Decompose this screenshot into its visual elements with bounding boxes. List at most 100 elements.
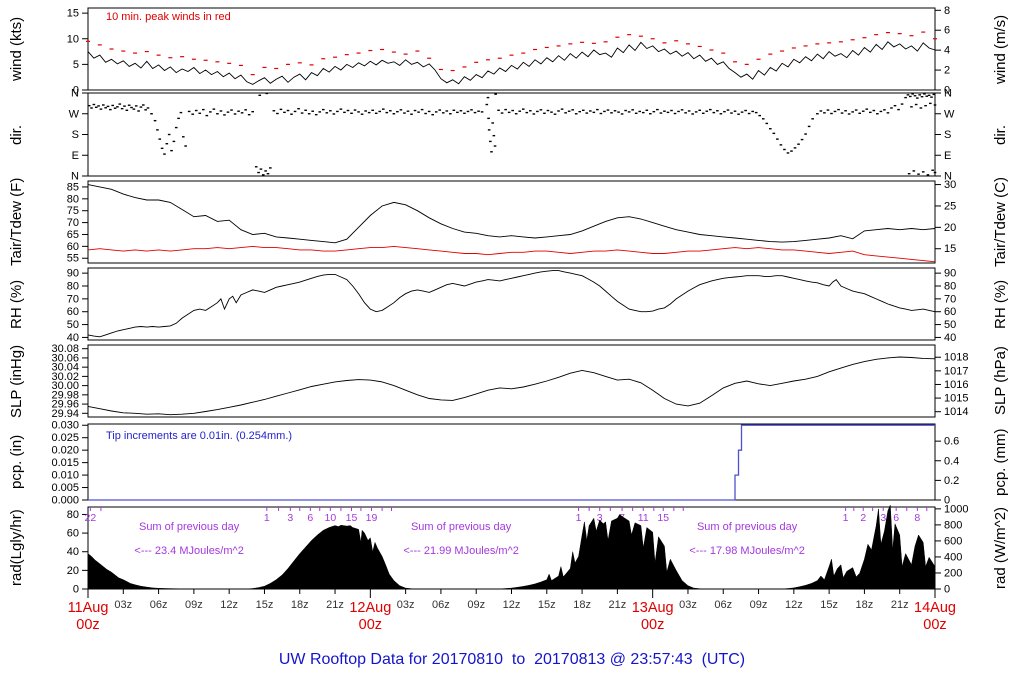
- precip-accumulation-line: [88, 424, 935, 501]
- rad-day-sum-tick-label: 6: [893, 512, 899, 524]
- wind-left-tick-label: 5: [73, 59, 79, 71]
- slp-left-tick-label: 29.94: [51, 408, 79, 420]
- temp-right-axis-title: Tair/Tdew (C): [992, 176, 1009, 267]
- hour-tick-label: 21z: [609, 599, 627, 611]
- rad-right-tick-label: 400: [944, 551, 962, 563]
- hour-tick-label: 03z: [397, 599, 415, 611]
- pcp-tip-note: Tip increments are 0.01in. (0.254mm.): [106, 430, 293, 442]
- hour-tick-label: 18z: [856, 599, 874, 611]
- hour-tick-label: 12z: [785, 599, 803, 611]
- rh-left-tick-label: 90: [67, 268, 79, 280]
- date-hour-label: 00z: [359, 617, 382, 633]
- pcp-right-tick-label: 0.4: [944, 455, 959, 467]
- dir-right-tick-label: S: [944, 129, 951, 141]
- date-label: 12Aug: [349, 600, 391, 616]
- slp-left-axis-title: SLP (inHg): [8, 344, 25, 418]
- pcp-left-tick-label: 0.020: [51, 445, 79, 457]
- tair_tdew-left-tick-label: 85: [67, 181, 79, 193]
- dir-left-tick-label: W: [69, 108, 80, 120]
- rad-left-tick-label: 80: [67, 509, 79, 521]
- tair_tdew-left-tick-label: 75: [67, 205, 79, 217]
- rad-left-tick-label: 40: [67, 546, 79, 558]
- wind-right-tick-label: 8: [944, 5, 950, 17]
- tair_tdew-right-tick-label: 30: [944, 179, 956, 191]
- pcp-left-tick-label: 0.015: [51, 457, 79, 469]
- rad-day-sum-tick-label: 1: [843, 512, 849, 524]
- date-hour-label: 00z: [641, 617, 664, 633]
- slp-left-tick-label: 30.00: [51, 380, 79, 392]
- rad-day-sum-tick-label: 6: [307, 512, 313, 524]
- dir-left-tick-label: S: [72, 129, 79, 141]
- pcp-left-tick-label: 0.025: [51, 432, 79, 444]
- slp-right-tick-label: 1014: [944, 406, 968, 418]
- rh-right-tick-label: 90: [944, 268, 956, 280]
- slp-left-tick-label: 29.98: [51, 389, 79, 401]
- tair_tdew-right-tick-label: 15: [944, 243, 956, 255]
- dir-left-axis-title: dir.: [8, 124, 25, 145]
- pcp-left-tick-label: 0.000: [51, 495, 79, 507]
- rh-right-tick-label: 60: [944, 306, 956, 318]
- dir-right-axis-title: dir.: [992, 124, 1009, 145]
- hour-tick-label: 12z: [220, 599, 238, 611]
- tair_tdew-right-tick-label: 20: [944, 222, 956, 234]
- rad-sum-day1: Sum of previous day <--- 23.4 MJoules/m^…: [122, 509, 243, 569]
- rh-left-axis-title: RH (%): [8, 279, 25, 329]
- date-label: 11Aug: [68, 600, 109, 616]
- hour-tick-label: 18z: [291, 599, 309, 611]
- air-temperature-line: [87, 184, 936, 244]
- rad-sum-day3-line1: Sum of previous day: [696, 521, 798, 533]
- panel-slp-frame: [87, 344, 936, 418]
- panel-wind: 0 5 10 15 0 2 4 6 8: [67, 5, 950, 97]
- hour-tick-label: 21z: [326, 599, 344, 611]
- tair_tdew-left-tick-label: 80: [67, 193, 79, 205]
- dir-right-tick-label: N: [944, 88, 952, 100]
- wind-left-axis-title: wind (kts): [8, 16, 25, 82]
- hour-tick-label: 03z: [679, 599, 697, 611]
- rad-day-sum-tick-label: 11: [638, 512, 649, 524]
- rad-right-tick-label: 200: [944, 567, 962, 579]
- rad-day-sum-tick-label: 3: [597, 512, 603, 524]
- rad-day-sum-tick-label: 19: [366, 512, 378, 524]
- panel-rh-frame: [87, 267, 936, 341]
- hour-tick-label: 15z: [538, 599, 556, 611]
- pcp-right-tick-label: 0.6: [944, 436, 959, 448]
- rad-day-sum-tick-label: 3: [287, 512, 293, 524]
- tair_tdew-left-tick-label: 60: [67, 241, 79, 253]
- dir-left-tick-label: N: [71, 88, 79, 100]
- hour-tick-label: 15z: [256, 599, 274, 611]
- tair_tdew-right-tick-label: 25: [944, 200, 956, 212]
- rad-right-tick-label: 1000: [944, 503, 968, 515]
- rh-left-tick-label: 60: [67, 306, 79, 318]
- rad-right-tick-label: 600: [944, 535, 962, 547]
- hour-tick-label: 18z: [573, 599, 591, 611]
- rad-day-sum-tick-label: 3: [880, 512, 886, 524]
- hour-tick-label: 21z: [891, 599, 909, 611]
- hour-tick-label: 06z: [714, 599, 732, 611]
- date-label: 14Aug: [914, 600, 956, 616]
- rh-right-tick-label: 40: [944, 332, 956, 344]
- rh-right-tick-label: 50: [944, 319, 956, 331]
- rh-left-tick-label: 40: [67, 332, 79, 344]
- slp-left-tick-label: 30.06: [51, 352, 79, 364]
- wind-gusts-marks: [86, 31, 937, 76]
- panel-slp: 29.9429.9629.9830.0030.0230.0430.0630.08…: [51, 343, 968, 420]
- rad-right-tick-label: 0: [944, 584, 950, 596]
- rad-right-axis-title: rad (W/m^2): [992, 506, 1009, 590]
- wind-direction-marks: [87, 92, 937, 176]
- rad-day-sum-tick-label: 22: [85, 512, 97, 524]
- slp-left-tick-label: 29.96: [51, 399, 79, 411]
- pcp-right-tick-label: 0.2: [944, 475, 959, 487]
- pcp-right-tick-label: 0: [944, 495, 950, 507]
- wind-right-tick-label: 2: [944, 65, 950, 77]
- hour-tick-label: 15z: [820, 599, 838, 611]
- rad-day-sum-tick-label: 2: [860, 512, 866, 524]
- solar-radiation-area: [87, 505, 936, 590]
- wind-peak-note: 10 min. peak winds in red: [106, 11, 231, 23]
- slp-left-tick-label: 30.04: [51, 362, 79, 374]
- slp-right-tick-label: 1016: [944, 379, 968, 391]
- hour-tick-label: 06z: [432, 599, 450, 611]
